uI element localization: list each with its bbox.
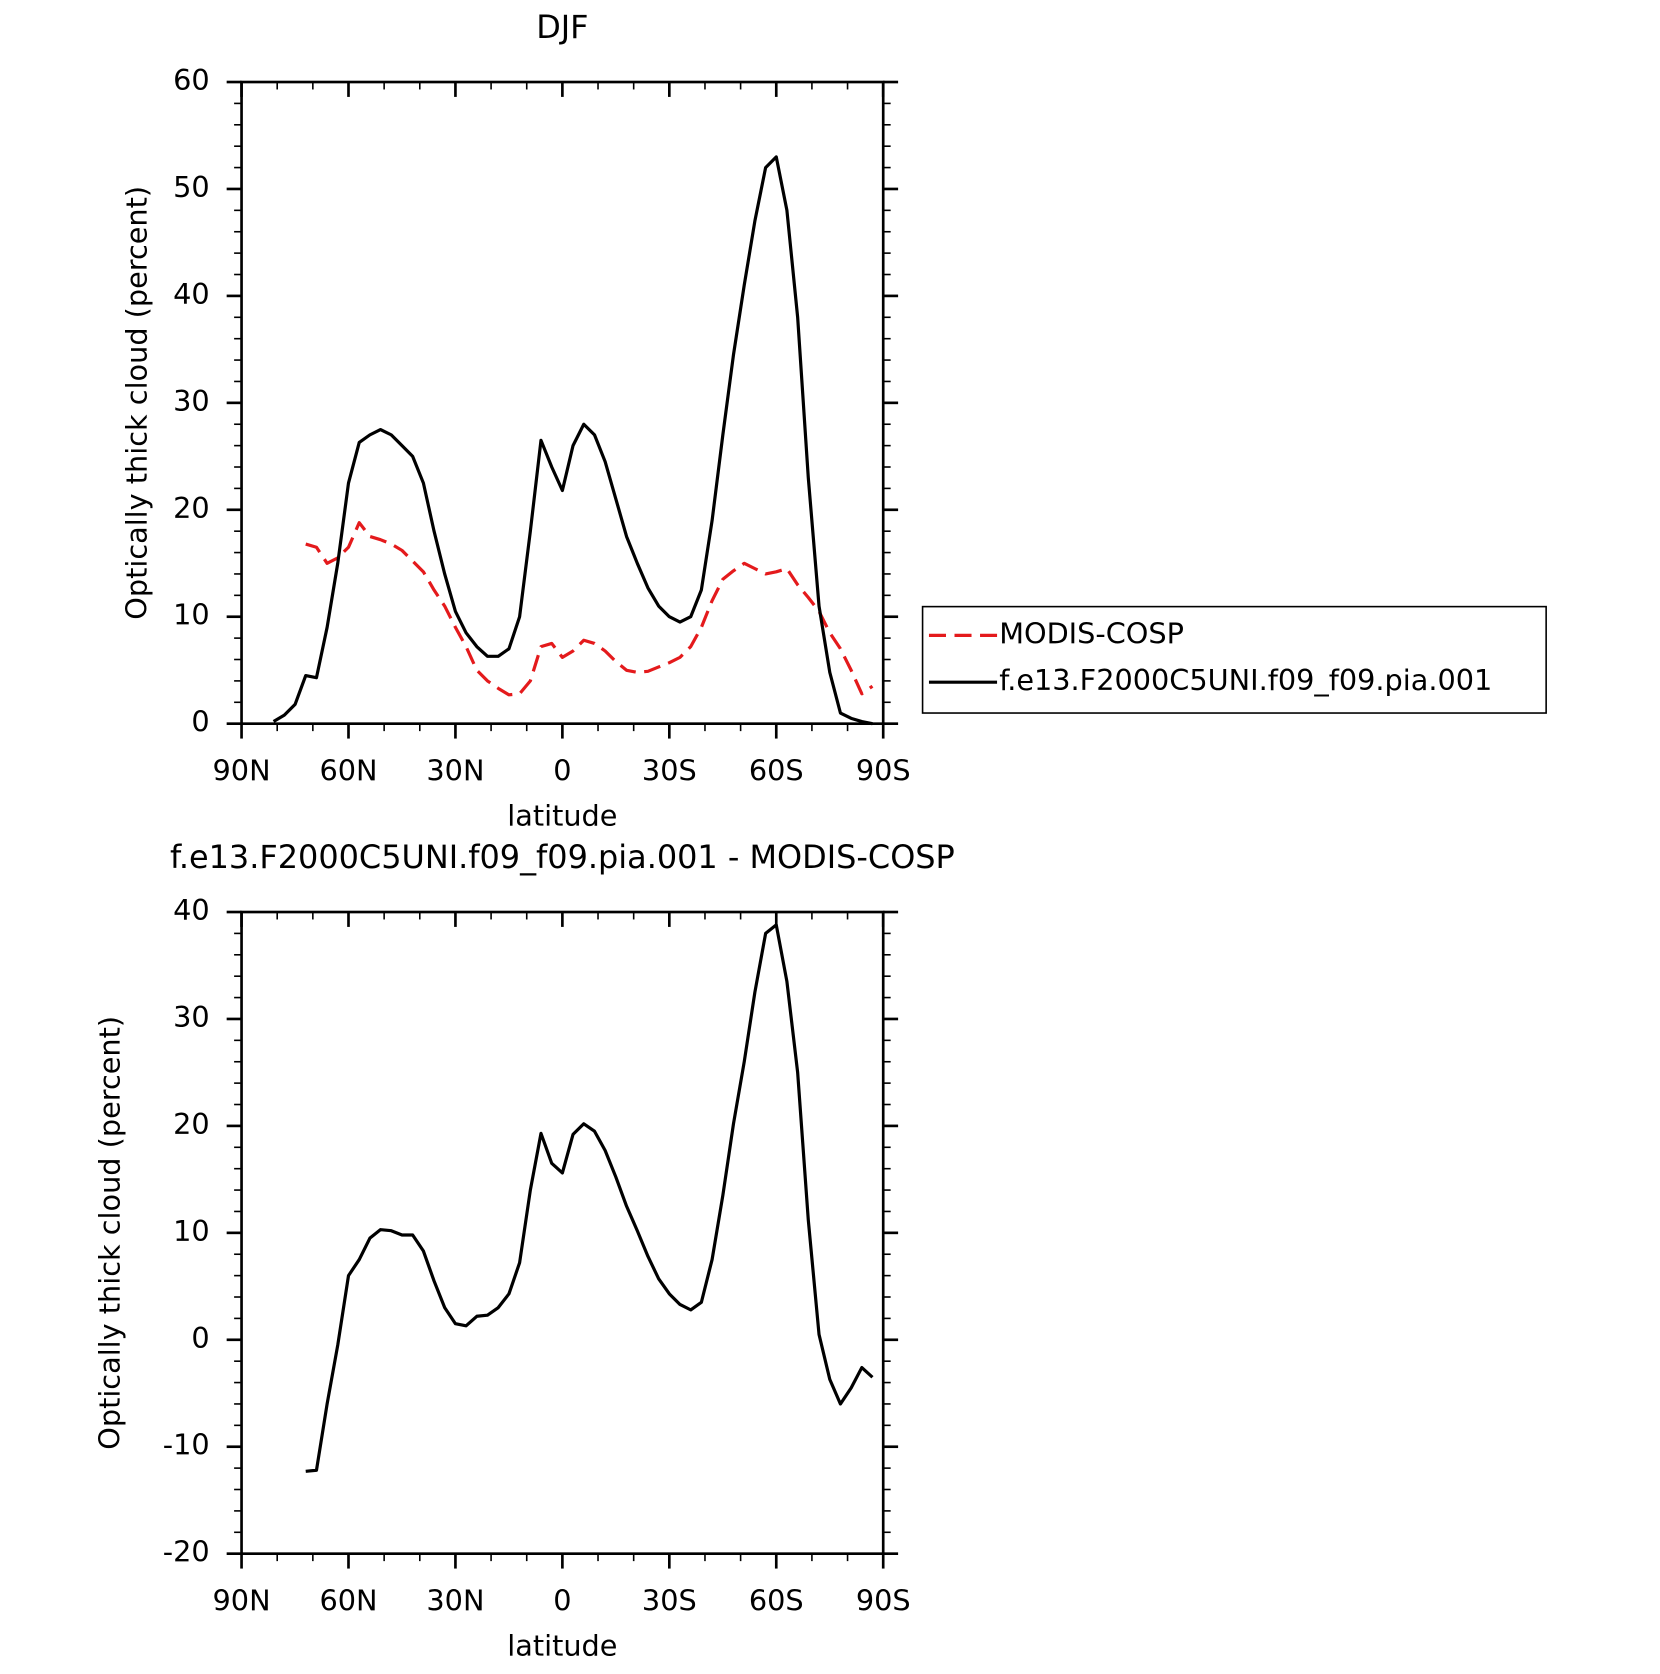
y-tick-label: 20 bbox=[173, 491, 210, 525]
x-tick-label: 30S bbox=[642, 754, 697, 788]
data-line bbox=[305, 521, 874, 697]
y-tick-label: 0 bbox=[191, 705, 209, 739]
x-tick-label: 90S bbox=[856, 754, 911, 788]
legend: MODIS-COSP f.e13.F2000C5UNI.f09_f09.pia.0… bbox=[921, 605, 1547, 714]
y-tick-label: 0 bbox=[191, 1321, 209, 1355]
y-tick-label: 30 bbox=[173, 1000, 210, 1034]
y-tick-label: 50 bbox=[173, 170, 210, 204]
x-tick-label: 60S bbox=[749, 1584, 804, 1618]
x-tick-label: 30S bbox=[642, 1584, 697, 1618]
x-tick-label: 60N bbox=[319, 754, 377, 788]
x-tick-label: 0 bbox=[553, 754, 571, 788]
x-axis-label: latitude bbox=[507, 1628, 617, 1662]
legend-label: f.e13.F2000C5UNI.f09_f09.pia.001 bbox=[999, 663, 1492, 697]
x-tick-label: 90S bbox=[856, 1584, 911, 1618]
x-tick-label: 0 bbox=[553, 1584, 571, 1618]
x-tick-label: 90N bbox=[213, 1584, 271, 1618]
plot-frame bbox=[240, 80, 885, 726]
y-axis-label: Optically thick cloud (percent) bbox=[119, 186, 153, 620]
x-tick-label: 30N bbox=[426, 754, 484, 788]
y-tick-label: 40 bbox=[173, 893, 210, 927]
legend-box bbox=[921, 605, 1547, 714]
y-tick-label: 60 bbox=[173, 63, 210, 97]
y-axis-label: Optically thick cloud (percent) bbox=[93, 1016, 127, 1450]
y-tick-label: 10 bbox=[173, 598, 210, 632]
data-line bbox=[305, 923, 874, 1473]
y-tick-label: -10 bbox=[163, 1428, 210, 1462]
x-tick-label: 30N bbox=[426, 1584, 484, 1618]
x-axis-label: latitude bbox=[507, 798, 617, 832]
x-tick-label: 60S bbox=[749, 754, 804, 788]
chart-title: DJF bbox=[536, 8, 588, 46]
y-tick-label: 10 bbox=[173, 1214, 210, 1248]
plot-frame bbox=[240, 910, 885, 1556]
y-tick-label: 40 bbox=[173, 277, 210, 311]
y-tick-label: 20 bbox=[173, 1107, 210, 1141]
chart-title: f.e13.F2000C5UNI.f09_f09.pia.001 - MODIS… bbox=[170, 838, 955, 876]
data-line bbox=[272, 155, 873, 726]
y-tick-label: -20 bbox=[163, 1535, 210, 1569]
x-tick-label: 60N bbox=[319, 1584, 377, 1618]
legend-label: MODIS-COSP bbox=[999, 616, 1184, 650]
x-tick-label: 90N bbox=[213, 754, 271, 788]
y-tick-label: 30 bbox=[173, 384, 210, 418]
